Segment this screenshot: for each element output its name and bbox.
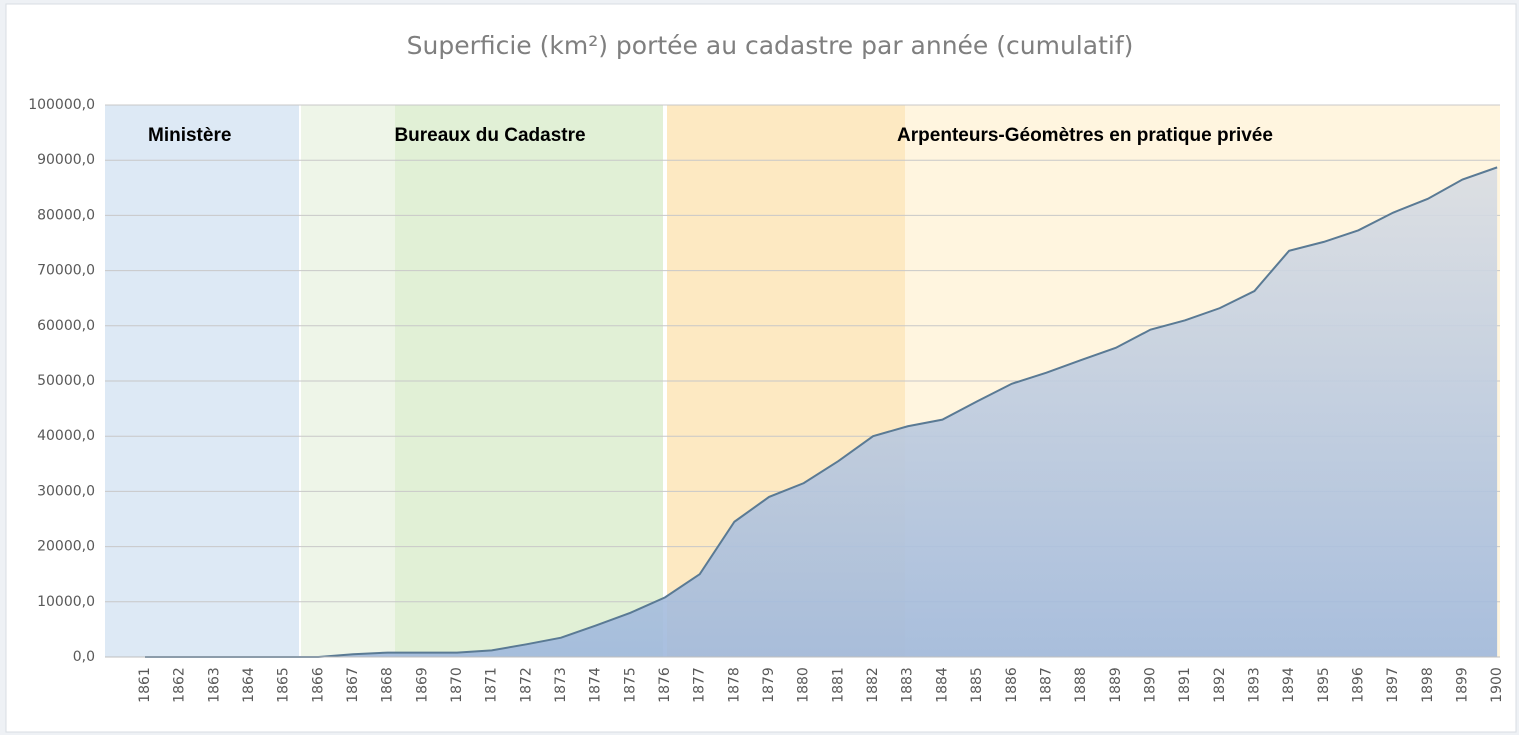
x-tick-label: 1890: [1142, 667, 1158, 703]
y-tick-label: 50000,0: [37, 373, 95, 389]
x-tick-label: 1900: [1489, 667, 1505, 703]
x-tick-label: 1869: [414, 667, 430, 703]
x-tick-label: 1881: [830, 667, 846, 703]
period-label: Bureaux du Cadastre: [394, 125, 585, 146]
x-tick-label: 1877: [692, 667, 708, 703]
x-tick-label: 1898: [1420, 667, 1436, 703]
y-tick-label: 80000,0: [37, 207, 95, 223]
x-tick-label: 1899: [1454, 667, 1470, 703]
x-tick-label: 1888: [1073, 667, 1089, 703]
x-tick-label: 1882: [865, 667, 881, 703]
x-tick-label: 1864: [241, 667, 257, 703]
x-tick-label: 1866: [310, 667, 326, 703]
y-tick-label: 30000,0: [37, 483, 95, 499]
x-tick-label: 1892: [1212, 667, 1228, 703]
y-tick-label: 10000,0: [37, 594, 95, 610]
area-line: [145, 166, 1498, 658]
x-tick-label: 1876: [657, 667, 673, 703]
x-tick-label: 1862: [172, 667, 188, 703]
x-tick-label: 1879: [761, 667, 777, 703]
y-tick-label: 0,0: [73, 649, 95, 665]
x-tick-label: 1874: [588, 667, 604, 703]
x-tick-label: 1897: [1385, 667, 1401, 703]
y-tick-label: 70000,0: [37, 263, 95, 279]
y-tick-label: 100000,0: [28, 97, 95, 113]
x-tick-label: 1861: [137, 667, 153, 703]
y-tick-label: 40000,0: [37, 428, 95, 444]
x-tick-label: 1865: [276, 667, 292, 703]
x-tick-label: 1870: [449, 667, 465, 703]
period-label: Ministère: [148, 125, 231, 146]
x-tick-label: 1883: [900, 667, 916, 703]
x-tick-label: 1894: [1281, 667, 1297, 703]
x-tick-label: 1878: [726, 667, 742, 703]
x-tick-label: 1880: [796, 667, 812, 703]
x-tick-label: 1895: [1316, 667, 1332, 703]
x-tick-label: 1885: [969, 667, 985, 703]
x-tick-label: 1891: [1177, 667, 1193, 703]
x-tick-label: 1893: [1246, 667, 1262, 703]
y-tick-label: 20000,0: [37, 539, 95, 555]
x-tick-label: 1886: [1004, 667, 1020, 703]
y-tick-label: 90000,0: [37, 152, 95, 168]
x-tick-label: 1887: [1038, 667, 1054, 703]
x-tick-label: 1868: [380, 667, 396, 703]
x-tick-label: 1896: [1350, 667, 1366, 703]
area: [145, 167, 1498, 657]
x-tick-label: 1873: [553, 667, 569, 703]
x-tick-label: 1872: [518, 667, 534, 703]
chart-title: Superficie (km²) portée au cadastre par …: [407, 31, 1134, 60]
period-label: Arpenteurs-Géomètres en pratique privée: [897, 125, 1273, 146]
x-tick-label: 1867: [345, 667, 361, 703]
y-tick-label: 60000,0: [37, 318, 95, 334]
x-tick-label: 1871: [484, 667, 500, 703]
x-tick-label: 1884: [934, 667, 950, 703]
x-tick-label: 1889: [1108, 667, 1124, 703]
x-tick-label: 1875: [622, 667, 638, 703]
x-tick-label: 1863: [206, 667, 222, 703]
